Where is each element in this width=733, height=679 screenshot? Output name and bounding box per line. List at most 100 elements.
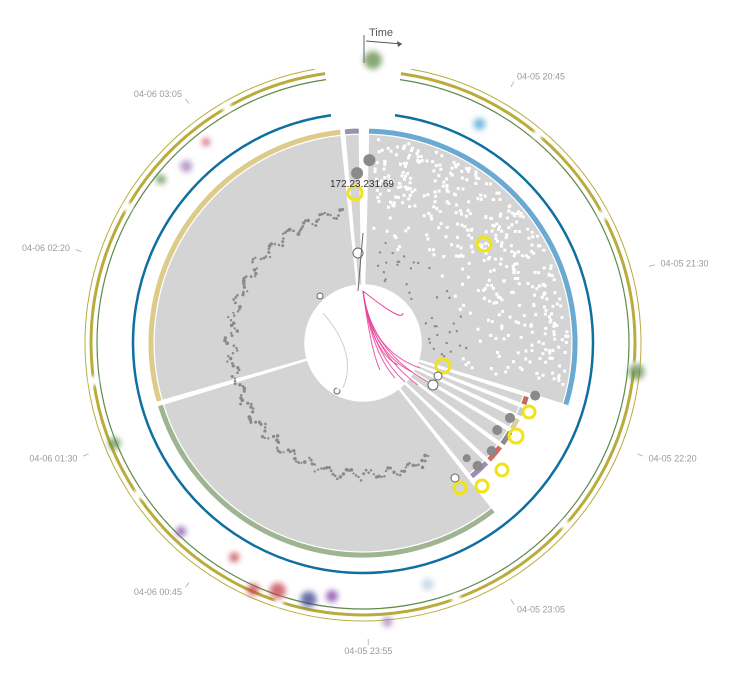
traffic-dot [440, 274, 444, 278]
traffic-dot [535, 372, 539, 376]
traffic-dot [488, 182, 492, 186]
traffic-dot [520, 368, 524, 372]
time-label: 04-05 22:20 [649, 453, 697, 463]
traffic-dot-gray [344, 467, 349, 472]
traffic-dot [518, 214, 522, 218]
traffic-dot [402, 177, 406, 181]
traffic-dot [517, 282, 521, 286]
traffic-dot [413, 188, 417, 192]
traffic-dot [404, 174, 408, 178]
traffic-dot [503, 248, 507, 252]
traffic-dot-gray [254, 256, 257, 259]
traffic-dot [495, 292, 499, 296]
traffic-dot-gray [229, 323, 234, 328]
time-axis-label: Time [369, 27, 393, 39]
traffic-dot [561, 382, 565, 386]
traffic-dot-gray [436, 333, 439, 337]
traffic-dot [492, 268, 496, 272]
traffic-dot [527, 236, 531, 240]
traffic-dot [494, 233, 498, 237]
traffic-dot-gray [249, 420, 253, 424]
traffic-dot [515, 262, 519, 266]
traffic-dot [566, 334, 570, 338]
traffic-dot-gray [435, 296, 439, 299]
traffic-dot [543, 332, 547, 336]
traffic-dot [485, 283, 489, 287]
traffic-dot [510, 223, 514, 227]
traffic-dot-gray [367, 471, 370, 474]
traffic-dot [445, 183, 449, 187]
traffic-dot-gray [329, 214, 332, 217]
traffic-dot [496, 350, 500, 354]
time-label: 04-06 02:20 [22, 243, 70, 253]
traffic-dot [489, 367, 493, 371]
traffic-dot [406, 171, 410, 175]
traffic-dot [459, 246, 463, 250]
traffic-dot-gray [281, 232, 285, 236]
traffic-dot-gray [331, 472, 335, 476]
traffic-dot [439, 167, 443, 171]
traffic-dot-gray [226, 354, 230, 358]
activity-blob [108, 437, 121, 450]
traffic-dot [410, 190, 414, 194]
traffic-dot-gray [287, 227, 292, 232]
traffic-dot-gray [320, 212, 324, 216]
traffic-dot-gray [293, 452, 296, 456]
traffic-dot-gray [278, 450, 282, 454]
traffic-dot-gray [335, 217, 338, 220]
traffic-dot [522, 314, 526, 318]
traffic-dot [380, 148, 384, 152]
activity-blob [628, 363, 645, 380]
traffic-dot [463, 225, 467, 229]
traffic-dot [519, 335, 523, 339]
traffic-dot-gray [296, 232, 301, 237]
traffic-dot-gray [313, 470, 316, 473]
traffic-dot-gray [349, 468, 354, 472]
traffic-dot [416, 155, 420, 159]
traffic-dot [383, 162, 387, 166]
traffic-dot-gray [427, 337, 431, 341]
traffic-dot-gray [323, 211, 326, 215]
traffic-dot-gray [238, 383, 242, 387]
traffic-dot [425, 233, 429, 237]
traffic-dot [454, 211, 458, 215]
traffic-dot-gray [385, 261, 388, 264]
traffic-dot [489, 216, 493, 220]
traffic-dot-gray [249, 405, 253, 409]
activity-blob [175, 526, 186, 537]
traffic-dot [391, 180, 395, 184]
traffic-dot [425, 159, 429, 163]
traffic-dot [458, 209, 462, 213]
traffic-dot [548, 351, 552, 355]
traffic-dot [557, 345, 561, 349]
traffic-dot-gray [246, 290, 249, 293]
traffic-dot [407, 197, 411, 201]
traffic-dot [396, 195, 400, 199]
activity-blob [300, 591, 317, 608]
traffic-dot [460, 169, 464, 173]
traffic-dot [394, 153, 398, 157]
traffic-dot-gray [340, 207, 345, 212]
traffic-dot [560, 338, 564, 342]
traffic-dot [398, 162, 402, 166]
outer-ring-green [96, 79, 630, 610]
traffic-dot [513, 262, 517, 266]
traffic-dot [450, 166, 454, 170]
traffic-dot-gray [395, 473, 399, 476]
traffic-dot [445, 200, 449, 204]
traffic-dot-gray [242, 282, 246, 286]
traffic-dot [530, 230, 534, 234]
traffic-dot-gray [281, 240, 285, 244]
traffic-dot [565, 330, 569, 334]
activity-blob [421, 578, 434, 591]
traffic-dot-gray [311, 222, 314, 226]
sector-band [147, 128, 342, 403]
traffic-dot-gray [384, 469, 388, 473]
traffic-dot [494, 337, 498, 341]
traffic-dot-gray [428, 341, 432, 344]
traffic-dot-gray [246, 401, 250, 405]
traffic-dot-gray [236, 293, 239, 297]
traffic-dot [377, 138, 381, 142]
traffic-dot [516, 351, 520, 355]
traffic-dot-gray [293, 456, 297, 461]
